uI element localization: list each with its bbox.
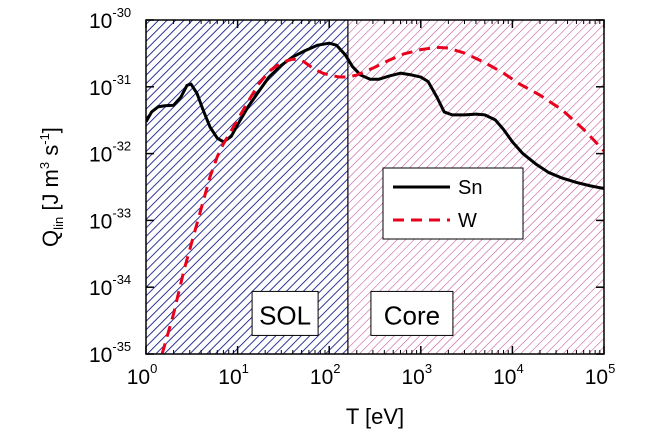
y-axis-label-unit-close: ] [38, 127, 63, 133]
x-tick-label: 100 [127, 361, 158, 389]
y-axis-label-unit-mid: s [38, 145, 63, 162]
region-label-core: Core [384, 300, 440, 330]
axis-ticks: 100 101 102 103 104 105 10-30 10-31 10-32 10-33 10… [89, 5, 615, 389]
y-tick-label: 10-33 [89, 205, 131, 233]
x-tick-label: 102 [310, 361, 341, 389]
region-label-sol: SOL [259, 300, 311, 330]
series [146, 41, 604, 354]
y-axis-label: Qlin [J m3 s-1] [37, 127, 66, 247]
y-tick-label: 10-34 [89, 272, 131, 300]
y-axis-label-main: Q [38, 230, 63, 247]
y-axis-label-unit-exp1: 3 [37, 162, 52, 169]
region-label-box-sol [251, 290, 319, 336]
y-tick-label: 10-32 [89, 139, 131, 167]
x-axis-label: T [eV] [346, 404, 404, 429]
y-axis-label-unit-exp2: -1 [37, 133, 52, 145]
y-axis-label-sub: lin [51, 217, 66, 230]
region-label-box-core [370, 290, 454, 336]
legend: Sn W [382, 167, 524, 240]
region-labels: SOL Core [251, 290, 454, 336]
y-tick-label: 10-31 [89, 72, 131, 100]
x-tick-label: 103 [402, 361, 433, 389]
legend-box [382, 167, 524, 240]
series-line-sn [146, 41, 604, 191]
legend-label-w: W [458, 210, 477, 232]
y-tick-label: 10-35 [89, 339, 131, 367]
x-tick-label: 105 [585, 361, 616, 389]
x-tick-label: 101 [218, 361, 249, 389]
y-tick-label: 10-30 [89, 5, 131, 33]
y-axis-label-unit-open: [J m [38, 169, 63, 211]
x-tick-label: 104 [493, 361, 524, 389]
series-line-w [160, 45, 604, 354]
legend-label-sn: Sn [458, 177, 482, 199]
plot-frame [145, 19, 605, 355]
